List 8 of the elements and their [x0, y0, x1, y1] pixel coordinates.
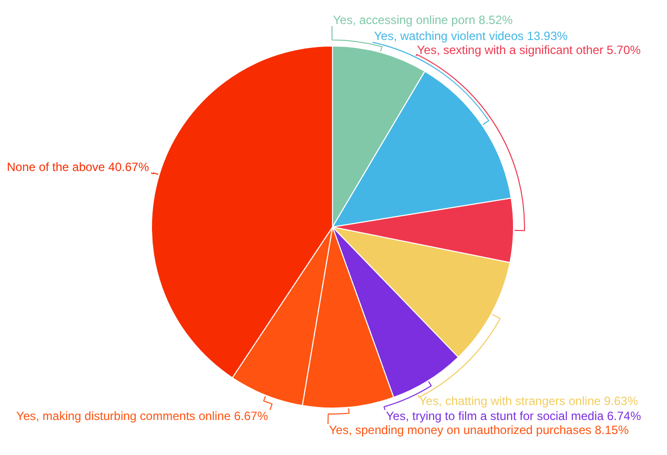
slice-label: Yes, chatting with strangers online 9.63%: [419, 394, 638, 408]
slice-label: Yes, spending money on unauthorized purchases 8.15%: [329, 423, 630, 437]
slice-label: None of the above 40.67%: [6, 160, 150, 174]
slice-label: Yes, trying to film a stunt for social media 6.74%: [386, 409, 642, 423]
slice-label: Yes, watching violent videos 13.93%: [374, 29, 568, 43]
slice-label: Yes, accessing online porn 8.52%: [333, 13, 514, 27]
slice-label: Yes, making disturbing comments online 6.67%: [16, 409, 268, 423]
slice-label: Yes, sexting with a significant other 5.70%: [417, 43, 642, 57]
